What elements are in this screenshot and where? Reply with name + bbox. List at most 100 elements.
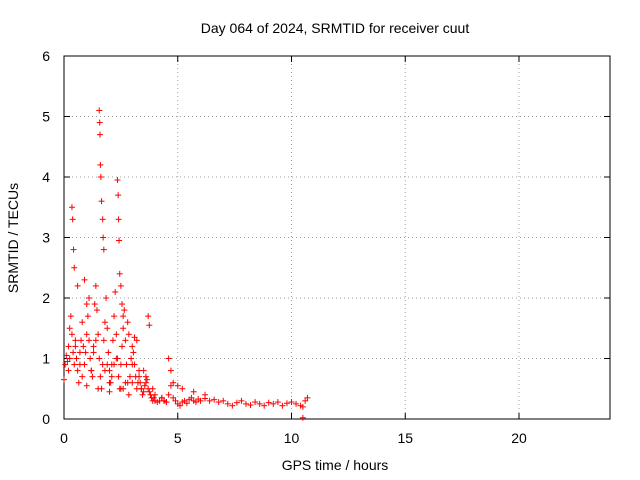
data-point [63,352,70,359]
y-tick-label: 0 [42,411,50,427]
data-point [136,373,143,380]
data-point [92,282,99,289]
data-point [115,192,122,199]
data-point [137,379,144,386]
data-point [144,376,151,383]
data-point [288,399,295,406]
data-point [114,177,121,184]
data-point [188,394,195,401]
data-point [74,367,81,374]
data-point [65,367,72,374]
data-point [68,331,75,338]
data-point [302,397,309,404]
data-point [117,361,124,368]
data-point [139,391,146,398]
data-point [129,379,136,386]
data-point [104,325,111,332]
data-point [146,322,153,329]
data-point [111,313,118,320]
y-tick-label: 3 [42,230,50,246]
data-point [177,402,184,409]
data-point [106,388,113,395]
data-point [62,361,69,368]
data-point [179,385,186,392]
data-point [67,313,74,320]
data-point [206,397,213,404]
data-point [117,385,124,392]
x-tick-label: 15 [397,430,413,446]
data-point [167,367,174,374]
data-point [140,367,147,374]
data-point [99,216,106,223]
data-point [125,331,132,338]
data-point [66,355,73,362]
grid-lines [64,56,610,419]
data-point [81,276,88,283]
data-point [145,313,152,320]
axis-ticks: 0 5 10 15 20 0 1 2 3 4 5 6 [42,48,610,446]
data-point [202,391,209,398]
data-point [122,379,129,386]
data-point [293,400,300,407]
data-point [123,361,130,368]
data-point [73,355,80,362]
data-point [76,349,83,356]
data-point [243,400,249,407]
data-point [97,174,104,180]
data-point [96,355,103,362]
data-point [70,349,77,356]
data-point [192,399,199,406]
data-point [100,234,107,241]
data-point [115,216,122,223]
data-point [97,373,104,380]
data-point [283,400,290,407]
data-point [129,361,136,368]
data-point [170,379,177,386]
data-point [115,373,122,380]
data-point [247,402,254,409]
data-point [95,331,102,338]
y-tick-label: 6 [42,48,50,64]
data-point [299,414,306,421]
data-point [270,400,277,407]
data-point [96,131,103,138]
data-point [113,331,120,338]
data-point [138,385,145,392]
data-point [220,397,227,404]
data-point [90,343,97,350]
data-point [119,343,126,350]
x-tick-label: 0 [60,430,68,446]
y-tick-label: 2 [42,290,50,306]
data-point [91,301,98,308]
data-point [215,399,222,406]
x-tick-label: 10 [284,430,300,446]
data-point [75,379,82,386]
data-point [72,343,79,350]
data-point [98,198,105,205]
data-point [211,396,218,403]
data-point [238,397,245,404]
data-points [61,107,311,421]
data-point [89,373,96,380]
data-point [133,337,140,344]
data-point [74,282,81,289]
data-point [68,204,75,211]
chart-title: Day 064 of 2024, SRMTID for receiver cuu… [201,20,470,36]
data-point [140,388,147,395]
x-axis-label: GPS time / hours [282,457,389,473]
y-tick-label: 4 [42,169,50,185]
data-point [265,399,272,406]
data-point [82,349,89,356]
y-tick-label: 1 [42,351,50,367]
data-point [141,382,148,389]
data-point [279,402,286,409]
data-point [92,337,99,344]
data-point [131,334,138,341]
data-point [174,382,181,389]
data-point [304,394,311,401]
data-point [78,337,85,344]
data-point [66,325,73,332]
data-point [111,361,118,368]
data-point [117,282,124,289]
